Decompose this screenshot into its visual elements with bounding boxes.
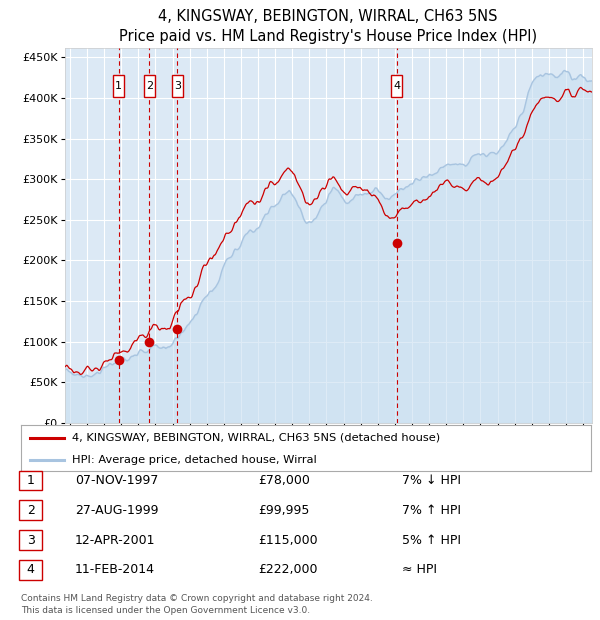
Text: 4, KINGSWAY, BEBINGTON, WIRRAL, CH63 5NS (detached house): 4, KINGSWAY, BEBINGTON, WIRRAL, CH63 5NS…: [73, 433, 440, 443]
Title: 4, KINGSWAY, BEBINGTON, WIRRAL, CH63 5NS
Price paid vs. HM Land Registry's House: 4, KINGSWAY, BEBINGTON, WIRRAL, CH63 5NS…: [119, 9, 537, 44]
Text: Contains HM Land Registry data © Crown copyright and database right 2024.
This d: Contains HM Land Registry data © Crown c…: [21, 593, 373, 615]
Text: 07-NOV-1997: 07-NOV-1997: [75, 474, 158, 487]
Text: £99,995: £99,995: [258, 504, 310, 516]
Text: 12-APR-2001: 12-APR-2001: [75, 534, 155, 546]
Text: 3: 3: [174, 81, 181, 91]
FancyBboxPatch shape: [144, 74, 155, 97]
FancyBboxPatch shape: [391, 74, 403, 97]
Text: £115,000: £115,000: [258, 534, 317, 546]
Text: £222,000: £222,000: [258, 564, 317, 576]
Text: 7% ↓ HPI: 7% ↓ HPI: [402, 474, 461, 487]
Text: 1: 1: [115, 81, 122, 91]
Text: 5% ↑ HPI: 5% ↑ HPI: [402, 534, 461, 546]
Text: ≈ HPI: ≈ HPI: [402, 564, 437, 576]
Text: 11-FEB-2014: 11-FEB-2014: [75, 564, 155, 576]
FancyBboxPatch shape: [172, 74, 183, 97]
Text: 2: 2: [26, 504, 35, 516]
Text: 2: 2: [146, 81, 153, 91]
Text: HPI: Average price, detached house, Wirral: HPI: Average price, detached house, Wirr…: [73, 455, 317, 465]
Text: 1: 1: [26, 474, 35, 487]
Text: 27-AUG-1999: 27-AUG-1999: [75, 504, 158, 516]
Text: 4: 4: [393, 81, 400, 91]
Text: 4: 4: [26, 564, 35, 576]
Text: £78,000: £78,000: [258, 474, 310, 487]
Text: 3: 3: [26, 534, 35, 546]
Text: 7% ↑ HPI: 7% ↑ HPI: [402, 504, 461, 516]
FancyBboxPatch shape: [113, 74, 124, 97]
